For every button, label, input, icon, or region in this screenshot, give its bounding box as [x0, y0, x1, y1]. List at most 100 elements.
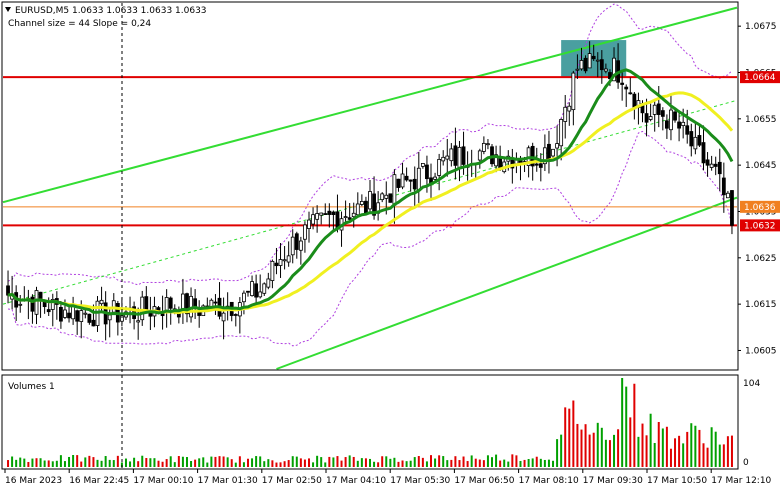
candle-body	[303, 224, 307, 240]
candle	[213, 294, 218, 315]
candle-body	[298, 240, 303, 251]
price-tick-label: 1.0675	[745, 22, 777, 32]
candle	[250, 275, 254, 297]
candle	[486, 139, 490, 150]
candle-body	[359, 201, 364, 205]
candle	[298, 236, 303, 265]
candle-body	[542, 147, 547, 165]
candle-body	[67, 312, 71, 319]
candle	[233, 313, 238, 327]
candle-body	[270, 260, 275, 281]
candle	[449, 143, 454, 167]
candle-body	[335, 211, 340, 229]
candle	[644, 98, 649, 137]
candle-body	[242, 292, 246, 303]
candle-body	[221, 312, 226, 322]
candle-body	[644, 113, 649, 123]
candle	[620, 70, 625, 101]
candle	[246, 290, 250, 297]
candle-body	[282, 259, 287, 262]
candle-body	[530, 145, 535, 167]
candle	[445, 138, 450, 177]
candle-body	[307, 219, 311, 229]
candle-body	[579, 60, 584, 70]
candle-body	[534, 163, 539, 166]
candle	[331, 210, 336, 233]
candle-body	[721, 177, 726, 196]
dropdown-triangle-icon[interactable]	[5, 7, 11, 12]
moving-averages	[7, 68, 734, 316]
time-tick-label: 17 Mar 00:10	[133, 476, 193, 486]
candle	[624, 84, 629, 107]
candle-body	[490, 146, 494, 165]
candle-body	[420, 163, 425, 167]
candle-body	[233, 314, 238, 316]
candle-body	[250, 281, 254, 297]
price-tick-label: 1.0625	[745, 254, 777, 264]
candle	[359, 194, 364, 207]
candle	[709, 155, 714, 171]
candle	[221, 297, 226, 340]
candle	[705, 152, 710, 177]
candle-body	[612, 57, 616, 82]
candle-body	[437, 158, 442, 176]
candle-body	[91, 319, 96, 327]
candle-body	[315, 213, 320, 220]
candle-body	[709, 163, 714, 168]
candle-body	[254, 283, 259, 298]
time-tick-label: 17 Mar 06:50	[454, 476, 514, 486]
candle	[323, 203, 328, 215]
candle-body	[30, 296, 35, 312]
candle	[599, 50, 604, 84]
candle-body	[477, 150, 482, 161]
candle	[404, 167, 409, 182]
candle-body	[18, 303, 23, 306]
candle	[30, 294, 35, 324]
candle-body	[591, 55, 596, 60]
candle-body	[99, 299, 104, 305]
candle-body	[290, 236, 295, 256]
time-tick-label: 16 Mar 2023	[5, 476, 62, 486]
candle	[185, 292, 189, 323]
candle	[551, 148, 555, 158]
candle-body	[660, 110, 665, 117]
candle-body	[563, 106, 568, 122]
candle-body	[555, 143, 559, 149]
candle-body	[71, 305, 76, 320]
level-badge-label: 1.0664	[744, 73, 776, 83]
candle	[343, 200, 348, 225]
candle-body	[551, 148, 555, 157]
candle	[400, 162, 405, 190]
candle-body	[294, 233, 299, 250]
candle-body	[266, 278, 271, 288]
candle-body	[392, 174, 397, 206]
ma-slow-line	[7, 91, 734, 315]
candle	[258, 274, 263, 299]
candle	[140, 290, 145, 326]
price-tick-label: 1.0605	[745, 346, 777, 356]
candle	[656, 86, 661, 128]
candle	[628, 77, 633, 95]
candle-body	[603, 68, 608, 72]
candle-body	[34, 290, 39, 315]
candle	[595, 52, 600, 78]
candle-body	[587, 53, 592, 69]
candle	[669, 94, 673, 141]
candle-body	[368, 191, 372, 210]
candle-body	[628, 92, 633, 95]
volume-tick-max: 104	[743, 379, 760, 389]
candle	[319, 212, 324, 225]
candle	[87, 313, 92, 325]
candle-body	[274, 262, 279, 267]
candle	[660, 107, 665, 131]
candle-body	[486, 143, 490, 146]
candle	[591, 44, 596, 61]
candle	[481, 136, 486, 155]
ma-fast-line	[7, 68, 734, 316]
candle-body	[538, 163, 543, 168]
candle-body	[87, 313, 92, 323]
candle	[579, 47, 584, 71]
candle-body	[343, 216, 348, 219]
candle-body	[664, 120, 669, 129]
candle-body	[404, 175, 409, 181]
